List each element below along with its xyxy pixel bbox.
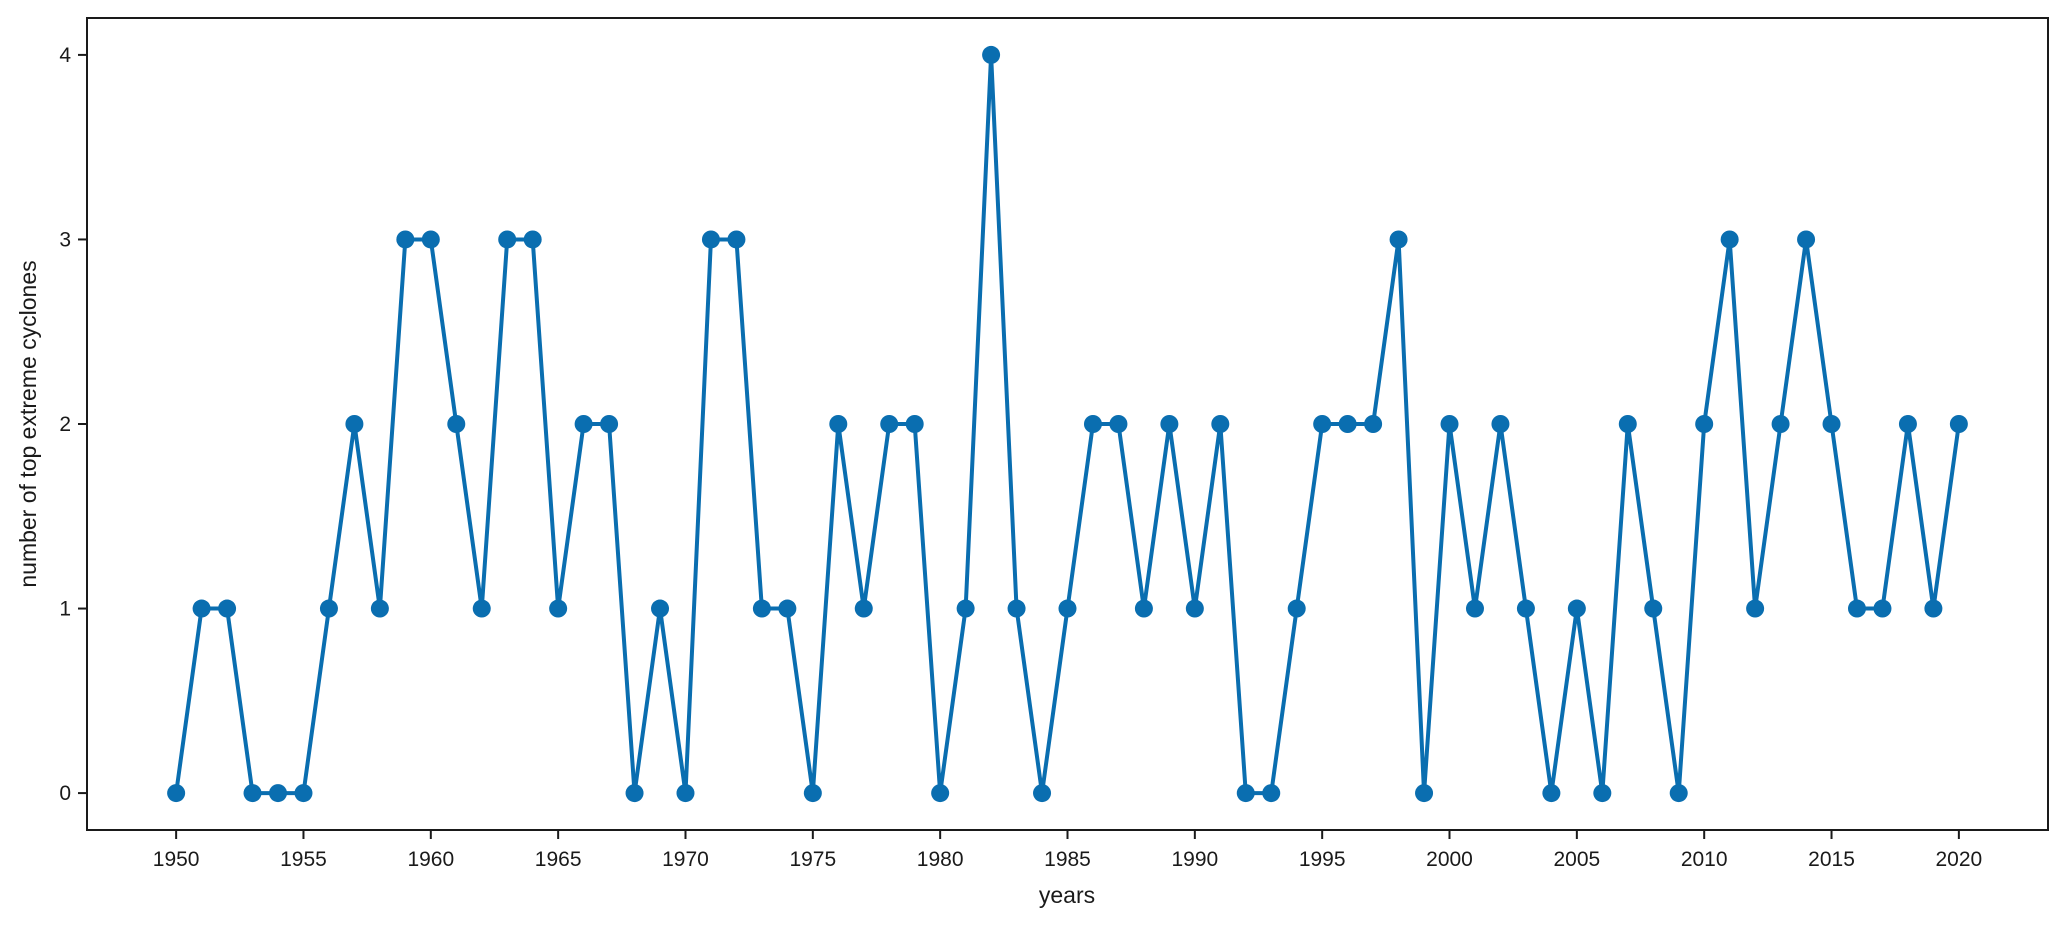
data-point bbox=[1771, 415, 1790, 433]
y-tick-label: 1 bbox=[59, 598, 71, 621]
data-point bbox=[1211, 415, 1230, 433]
data-point bbox=[1516, 599, 1535, 618]
data-point bbox=[778, 599, 797, 618]
data-point bbox=[243, 784, 262, 803]
x-tick-label: 2015 bbox=[1808, 848, 1855, 871]
x-tick-label: 2020 bbox=[1936, 848, 1983, 871]
y-tick-label: 4 bbox=[59, 44, 71, 67]
data-point bbox=[549, 599, 568, 618]
data-point bbox=[1033, 784, 1052, 803]
data-point bbox=[1338, 415, 1357, 433]
data-point bbox=[854, 599, 873, 618]
data-point bbox=[1415, 784, 1434, 803]
data-point bbox=[319, 599, 338, 618]
x-tick-label: 1955 bbox=[280, 848, 327, 871]
data-point bbox=[1185, 599, 1204, 618]
data-point bbox=[803, 784, 822, 803]
data-point bbox=[651, 599, 670, 618]
data-point bbox=[701, 230, 720, 249]
data-point bbox=[1440, 415, 1459, 433]
data-point bbox=[1313, 415, 1332, 433]
data-point bbox=[1669, 784, 1688, 803]
series-points bbox=[167, 45, 1968, 803]
series-line bbox=[174, 52, 1961, 796]
data-point bbox=[1007, 599, 1026, 618]
data-point bbox=[1873, 599, 1892, 618]
data-point bbox=[269, 784, 288, 803]
x-tick-label: 1960 bbox=[407, 848, 454, 871]
data-point bbox=[1160, 415, 1179, 433]
data-point bbox=[1746, 599, 1765, 618]
data-point bbox=[192, 599, 211, 618]
data-point bbox=[1083, 415, 1102, 433]
data-point bbox=[1262, 784, 1281, 803]
data-point bbox=[1058, 599, 1077, 618]
data-point bbox=[829, 415, 848, 433]
x-tick-label: 2005 bbox=[1553, 848, 1600, 871]
y-axis: 0 1 2 3 4 bbox=[59, 44, 87, 805]
x-tick-label: 1970 bbox=[662, 848, 709, 871]
data-point bbox=[1542, 784, 1561, 803]
data-point bbox=[727, 230, 746, 249]
data-point bbox=[1109, 415, 1128, 433]
x-tick-label: 2010 bbox=[1681, 848, 1728, 871]
data-point bbox=[1720, 230, 1739, 249]
plot-frame bbox=[86, 17, 2049, 831]
y-axis-label: number of top extreme cyclones bbox=[15, 260, 41, 587]
x-axis: 1950 1955 1960 1965 1970 1975 1980 1985 1990 1995… bbox=[153, 830, 1982, 871]
data-point bbox=[218, 599, 237, 618]
x-tick-label: 1975 bbox=[789, 848, 836, 871]
data-point bbox=[676, 784, 695, 803]
data-point bbox=[1949, 415, 1968, 433]
data-point bbox=[1898, 415, 1917, 433]
x-tick-label: 1980 bbox=[917, 848, 964, 871]
data-point bbox=[1567, 599, 1586, 618]
data-point bbox=[1593, 784, 1612, 803]
data-point bbox=[370, 599, 389, 618]
data-point bbox=[880, 415, 899, 433]
data-point bbox=[1364, 415, 1383, 433]
data-point bbox=[421, 230, 440, 249]
data-point bbox=[1924, 599, 1943, 618]
data-point bbox=[1618, 415, 1637, 433]
data-point bbox=[1287, 599, 1306, 618]
x-tick-label: 1990 bbox=[1171, 848, 1218, 871]
x-tick-label: 1985 bbox=[1044, 848, 1091, 871]
data-point bbox=[931, 784, 950, 803]
data-point bbox=[1236, 784, 1255, 803]
data-point bbox=[498, 230, 517, 249]
x-tick-label: 1950 bbox=[153, 848, 200, 871]
y-tick-label: 3 bbox=[59, 228, 71, 251]
data-point bbox=[1389, 230, 1408, 249]
data-point bbox=[956, 599, 975, 618]
data-point bbox=[396, 230, 415, 249]
data-point bbox=[600, 415, 619, 433]
x-tick-label: 1965 bbox=[535, 848, 582, 871]
data-point bbox=[752, 599, 771, 618]
x-axis-label: years bbox=[1039, 882, 1095, 908]
data-point bbox=[1491, 415, 1510, 433]
data-point bbox=[1644, 599, 1663, 618]
data-point bbox=[982, 45, 1001, 64]
data-point bbox=[1695, 415, 1714, 433]
data-point bbox=[1847, 599, 1866, 618]
data-point bbox=[1465, 599, 1484, 618]
x-tick-label: 2000 bbox=[1426, 848, 1473, 871]
data-point bbox=[447, 415, 466, 433]
data-point bbox=[523, 230, 542, 249]
data-point bbox=[1134, 599, 1153, 618]
data-point bbox=[905, 415, 924, 433]
data-point bbox=[625, 784, 644, 803]
data-point bbox=[345, 415, 364, 433]
y-tick-label: 2 bbox=[59, 413, 71, 436]
data-point bbox=[574, 415, 593, 433]
data-point bbox=[1822, 415, 1841, 433]
data-point bbox=[167, 784, 186, 803]
y-tick-label: 0 bbox=[59, 782, 71, 805]
x-tick-label: 1995 bbox=[1299, 848, 1346, 871]
data-point bbox=[294, 784, 313, 803]
data-point bbox=[1797, 230, 1816, 249]
data-point bbox=[472, 599, 491, 618]
